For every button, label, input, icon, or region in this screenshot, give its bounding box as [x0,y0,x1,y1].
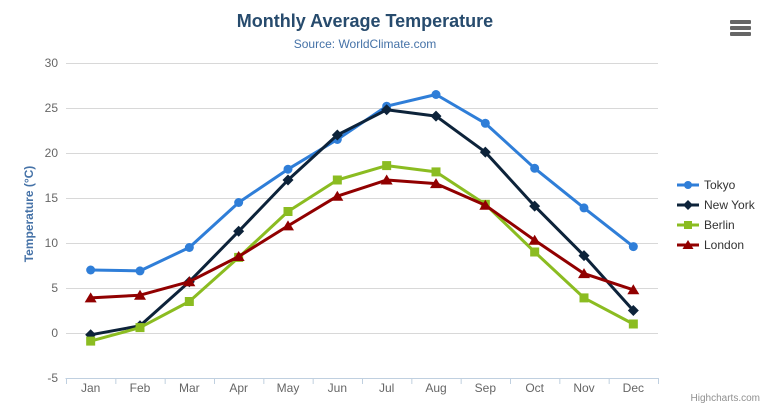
y-tick-label: 0 [51,326,58,340]
y-tick-label: 15 [45,191,59,205]
marker-london-jun[interactable] [331,190,344,201]
export-menu-button[interactable] [730,19,752,36]
legend-item-tokyo[interactable]: Tokyo [677,175,755,195]
marker-london-jan[interactable] [84,292,97,303]
marker-berlin-dec[interactable] [628,319,638,329]
marker-london-oct[interactable] [528,234,541,245]
marker-new-york-aug[interactable] [430,110,442,122]
marker-berlin-may[interactable] [283,207,293,216]
x-tick-label: Jun [328,381,347,395]
y-axis-title: Temperature (°C) [22,165,36,263]
marker-london-jul[interactable] [380,174,393,185]
marker-tokyo-feb[interactable] [135,266,145,276]
series-line-london[interactable] [89,178,635,300]
credits-link[interactable]: Highcharts.com [690,393,760,404]
legend-diamond-new-york-icon [677,200,699,210]
marker-berlin-jan[interactable] [86,336,96,346]
marker-new-york-sep[interactable] [479,146,491,158]
legend-circle-tokyo-icon [677,181,699,189]
x-tick-label: Dec [623,381,644,395]
marker-london-dec[interactable] [627,284,640,295]
marker-berlin-mar[interactable] [184,297,194,306]
marker-tokyo-aug[interactable] [431,90,441,99]
y-tick-label: 10 [45,236,59,250]
marker-london-sep[interactable] [479,199,492,210]
x-tick-label: Aug [425,381,446,395]
marker-tokyo-oct[interactable] [530,163,540,173]
marker-london-feb[interactable] [134,289,146,300]
series-line-berlin[interactable] [89,164,635,343]
y-tick-label: 20 [45,146,59,160]
marker-berlin-feb[interactable] [135,323,145,333]
legend-marker-london[interactable] [682,240,694,249]
y-tick-label: 25 [45,101,59,115]
legend-square-berlin-icon [677,221,699,229]
chart-title: Monthly Average Temperature [236,11,494,31]
marker-berlin-aug[interactable] [431,167,441,177]
y-tick-label: -5 [47,371,58,385]
x-tick-label: Mar [179,381,200,395]
marker-tokyo-may[interactable] [283,164,293,174]
marker-new-york-nov[interactable] [578,250,590,262]
marker-london-aug[interactable] [430,178,442,189]
legend-label: Berlin [704,218,735,232]
legend-label: Tokyo [704,178,736,192]
marker-tokyo-apr[interactable] [234,198,244,207]
chart-subtitle: Source: WorldClimate.com [293,37,437,51]
marker-tokyo-dec[interactable] [628,242,638,252]
marker-tokyo-mar[interactable] [184,243,194,252]
marker-tokyo-jan[interactable] [86,265,96,275]
legend-label: New York [704,198,755,212]
marker-tokyo-sep[interactable] [480,118,490,128]
x-tick-label: Feb [130,381,151,395]
marker-berlin-nov[interactable] [579,293,589,303]
marker-berlin-oct[interactable] [530,247,540,257]
legend: Tokyo New York Berlin London [677,175,755,255]
legend-item-berlin[interactable]: Berlin [677,215,755,235]
marker-berlin-jul[interactable] [382,161,392,171]
legend-marker-new-york[interactable] [683,200,693,210]
marker-new-york-dec[interactable] [627,305,639,316]
marker-new-york-oct[interactable] [529,200,541,212]
series-line-new-york[interactable] [89,108,635,337]
marker-new-york-jun[interactable] [331,129,343,141]
legend-marker-berlin[interactable] [684,221,692,229]
y-tick-label: 30 [45,56,59,70]
legend-item-new-york[interactable]: New York [677,195,755,215]
x-tick-label: Nov [573,381,594,395]
y-tick-label: 5 [51,281,58,295]
hamburger-menu-icon [730,19,752,36]
legend-marker-tokyo[interactable] [684,181,692,189]
marker-london-nov[interactable] [578,268,590,279]
marker-new-york-jul[interactable] [381,104,393,116]
legend-label: London [704,238,745,252]
legend-triangle-london-icon [677,240,699,249]
marker-london-may[interactable] [282,220,294,231]
legend-item-london[interactable]: London [677,235,755,255]
x-tick-label: Oct [525,381,544,395]
marker-london-apr[interactable] [232,251,245,261]
x-tick-label: Sep [475,381,497,395]
x-tick-label: May [277,381,300,395]
marker-london-mar[interactable] [183,276,196,287]
marker-berlin-jun[interactable] [332,175,342,185]
x-tick-label: Jan [81,381,100,395]
marker-new-york-apr[interactable] [233,225,245,237]
x-tick-label: Apr [229,381,248,395]
marker-tokyo-nov[interactable] [579,203,589,213]
x-tick-label: Jul [379,381,394,395]
marker-new-york-may[interactable] [282,174,294,186]
